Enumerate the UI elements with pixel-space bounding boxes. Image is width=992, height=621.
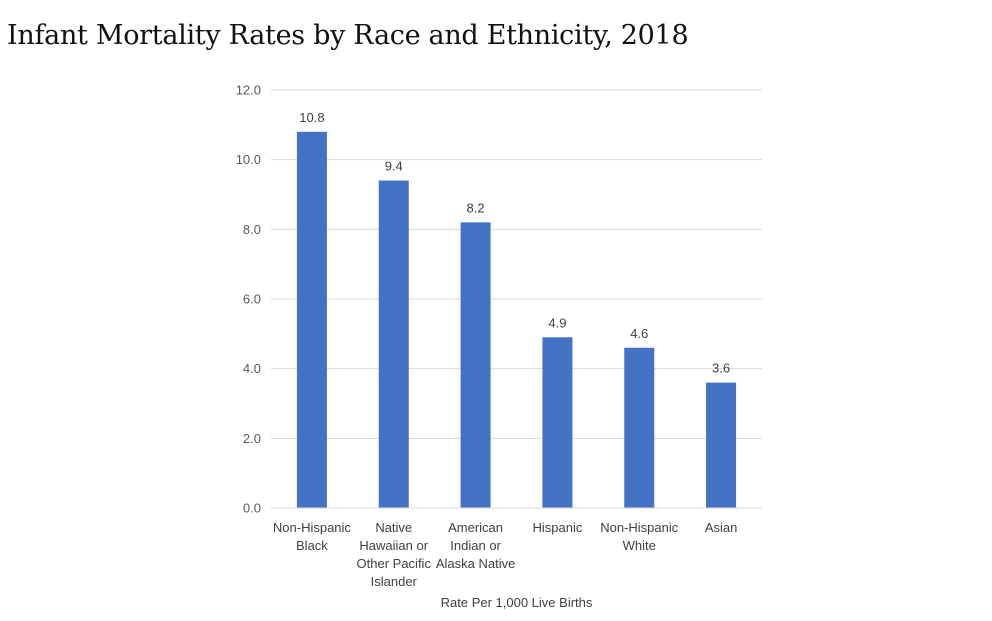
data-label: 4.9 <box>548 315 566 330</box>
x-tick-label: Hawaiian or <box>359 538 428 553</box>
y-tick-label: 0.0 <box>243 501 261 516</box>
y-tick-label: 4.0 <box>243 361 261 376</box>
data-label: 9.4 <box>385 159 403 174</box>
x-axis-title: Rate Per 1,000 Live Births <box>441 595 593 610</box>
x-tick-label: Native <box>375 520 412 535</box>
x-tick-label: Islander <box>371 574 418 589</box>
x-tick-label: Non-Hispanic <box>273 520 352 535</box>
bar <box>624 347 655 508</box>
bar <box>460 222 491 508</box>
data-label: 8.2 <box>467 200 485 215</box>
bar <box>542 337 573 508</box>
x-tick-label: American <box>448 520 503 535</box>
bar <box>706 382 737 508</box>
x-tick-label: Asian <box>705 520 738 535</box>
data-label: 4.6 <box>630 326 648 341</box>
x-tick-label: Alaska Native <box>436 556 515 571</box>
y-tick-label: 6.0 <box>243 292 261 307</box>
x-tick-label: Indian or <box>450 538 501 553</box>
x-tick-label: Other Pacific <box>357 556 432 571</box>
x-tick-label: White <box>623 538 656 553</box>
x-tick-label: Black <box>296 538 328 553</box>
chart-title: Infant Mortality Rates by Race and Ethni… <box>7 20 689 51</box>
x-tick-label: Hispanic <box>532 520 582 535</box>
bar <box>296 131 327 509</box>
data-label: 3.6 <box>712 361 730 376</box>
y-tick-label: 12.0 <box>236 83 261 98</box>
x-tick-label: Non-Hispanic <box>600 520 679 535</box>
y-tick-label: 8.0 <box>243 222 261 237</box>
bar <box>378 180 409 509</box>
data-label: 10.8 <box>299 110 324 125</box>
y-tick-label: 2.0 <box>243 431 261 446</box>
y-tick-label: 10.0 <box>236 152 261 167</box>
